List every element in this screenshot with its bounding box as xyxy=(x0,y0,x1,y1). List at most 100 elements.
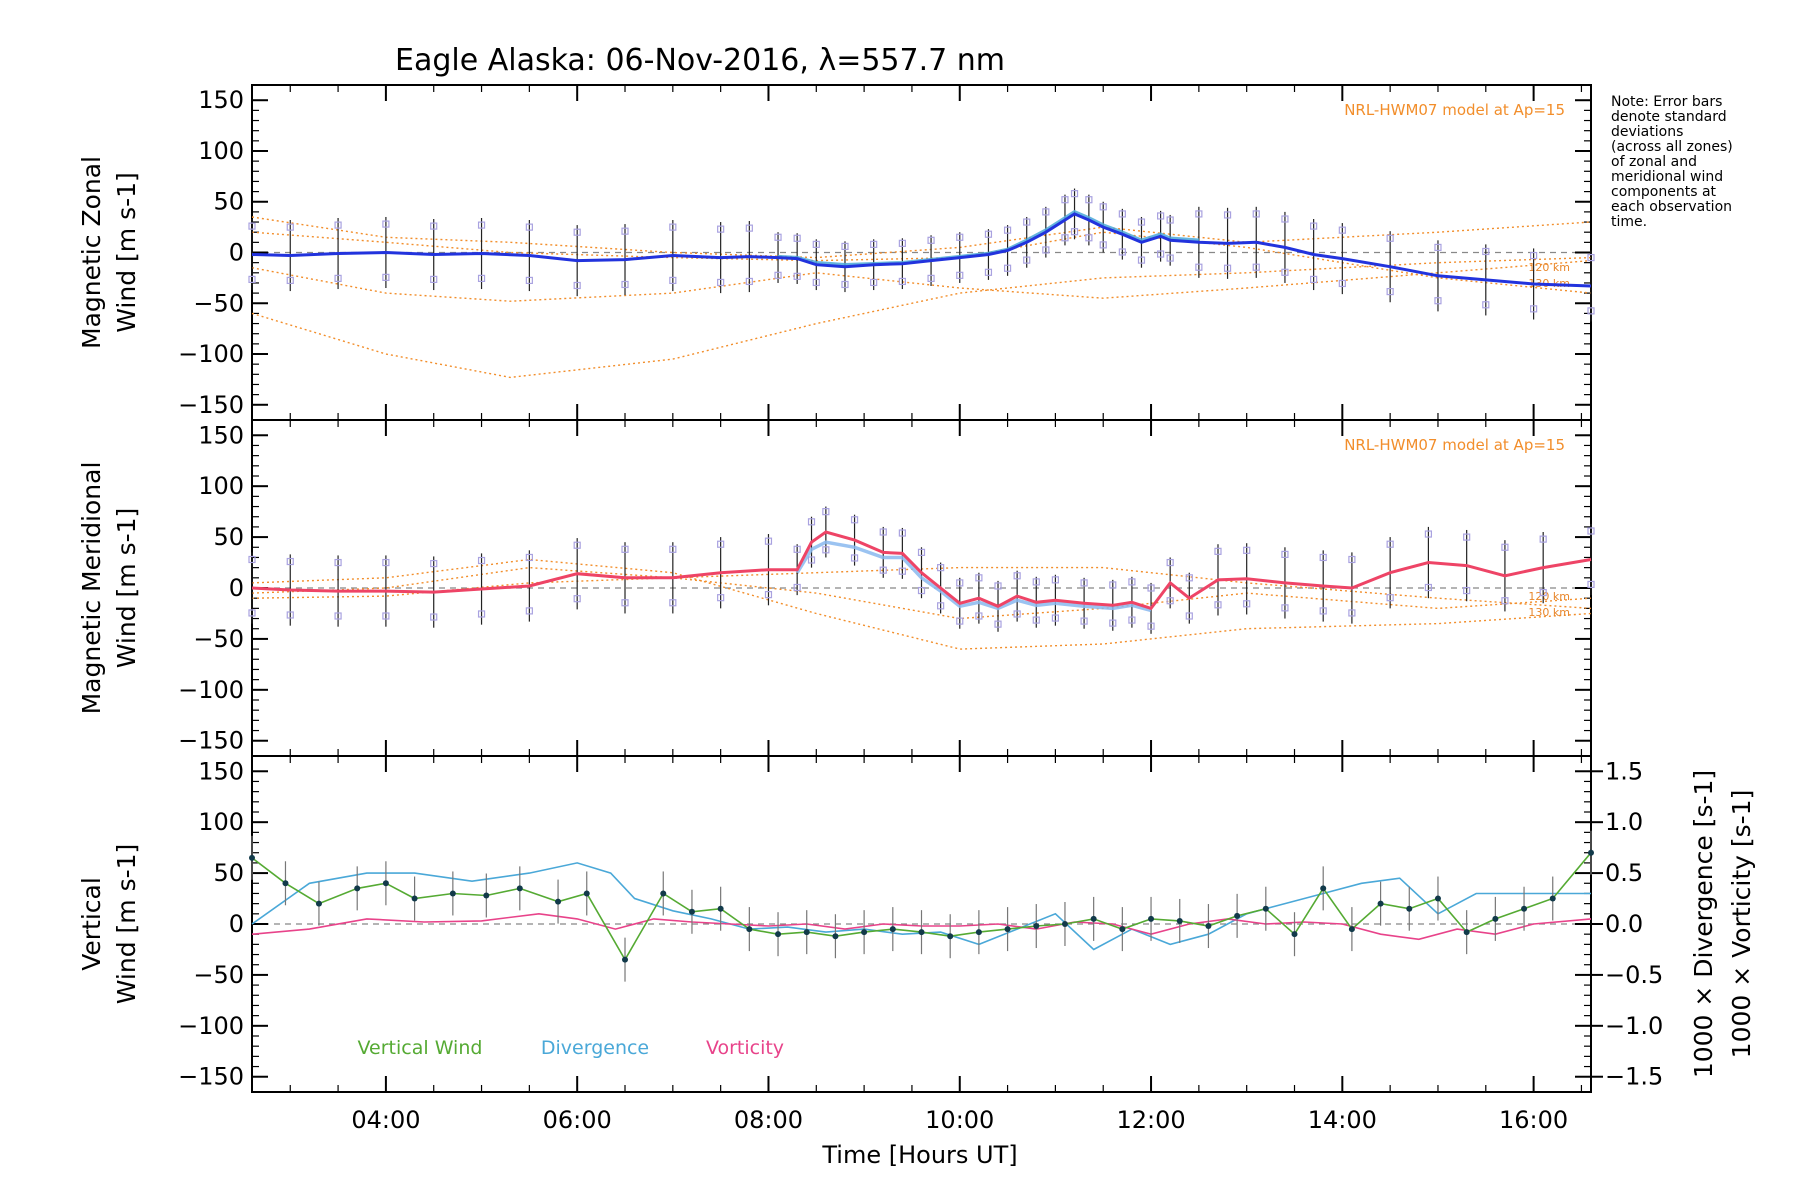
zone-sample xyxy=(1166,254,1174,262)
zone-sample xyxy=(956,617,964,625)
zone-sample xyxy=(1310,275,1318,284)
zone-sample xyxy=(525,607,533,615)
zone-sample xyxy=(879,528,887,536)
zone-sample xyxy=(1386,594,1394,602)
data-point xyxy=(354,885,361,892)
series-line xyxy=(795,540,1152,613)
y-tick-label: 0 xyxy=(229,574,244,602)
data-point xyxy=(717,905,724,912)
note-line: denote standard xyxy=(1611,109,1727,125)
zone-sample xyxy=(1042,208,1050,216)
data-point xyxy=(688,908,695,915)
y-tick-label: −100 xyxy=(178,340,244,368)
zone-sample xyxy=(286,557,294,566)
zone-sample xyxy=(1386,540,1394,548)
zone-sample xyxy=(1539,588,1547,597)
zone-sample xyxy=(1070,228,1079,236)
data-point xyxy=(1463,929,1470,936)
zone-sample xyxy=(1587,253,1595,262)
data-point xyxy=(1176,917,1183,924)
zone-sample xyxy=(1085,196,1093,204)
zone-sample xyxy=(956,271,964,279)
series-line xyxy=(251,530,1592,611)
meridional-panel: 150 100 50 0 −50 −100 −150 Magnetic Meridional W… xyxy=(77,419,1595,757)
zone-sample xyxy=(1338,226,1346,234)
y-tick-label: 50 xyxy=(213,523,244,551)
zone-sample xyxy=(1482,301,1490,309)
altitude-label: 130 km xyxy=(1528,606,1570,619)
zone-sample xyxy=(1195,210,1203,218)
zone-sample xyxy=(1281,215,1289,223)
zone-sample xyxy=(573,541,581,549)
right-y-tick-label: 0.5 xyxy=(1605,859,1643,887)
zone-sample xyxy=(1501,543,1509,551)
note-line: time. xyxy=(1611,214,1647,230)
right-y-tick-label: −0.5 xyxy=(1605,961,1663,989)
zone-sample xyxy=(745,277,753,286)
zone-sample xyxy=(1185,574,1193,582)
data-point xyxy=(775,931,782,938)
zone-sample xyxy=(525,223,533,231)
zone-sample xyxy=(1223,211,1232,219)
zone-sample xyxy=(1023,256,1031,264)
y-axis-label: Wind [m s-1] xyxy=(112,844,141,1005)
zone-sample xyxy=(1434,297,1442,305)
right-y-tick-label: 1.5 xyxy=(1605,757,1643,785)
zone-sample xyxy=(1147,622,1155,630)
zone-sample xyxy=(477,221,486,229)
zone-sample xyxy=(1061,234,1069,242)
zone-sample xyxy=(717,225,725,233)
zone-sample xyxy=(621,227,629,235)
zone-sample xyxy=(745,224,753,232)
zone-sample xyxy=(1137,256,1146,264)
data-point xyxy=(947,933,954,940)
zone-sample xyxy=(717,540,725,548)
zone-sample xyxy=(1137,218,1146,226)
right-y-tick-label: 0.0 xyxy=(1605,910,1643,938)
zone-sample xyxy=(1424,583,1433,592)
zone-sample xyxy=(669,276,677,285)
data-point xyxy=(315,900,322,907)
zone-sample xyxy=(1348,609,1356,617)
divergence-axis-label: 1000 × Divergence [s-1] xyxy=(1689,770,1718,1078)
zone-sample xyxy=(1243,546,1251,554)
y-tick-label: 100 xyxy=(198,137,244,165)
zone-sample xyxy=(898,567,906,575)
zone-sample xyxy=(286,223,294,231)
y-tick-label: 50 xyxy=(213,859,244,887)
data-point xyxy=(1549,895,1556,902)
zone-sample xyxy=(1003,264,1012,272)
data-point xyxy=(622,956,629,963)
zone-sample xyxy=(822,546,830,554)
zone-sample xyxy=(1386,287,1394,296)
y-axis-label: Vertical xyxy=(77,877,106,971)
zone-sample xyxy=(717,594,725,602)
data-point xyxy=(382,880,389,887)
zone-sample xyxy=(927,236,935,244)
x-tick-label: 06:00 xyxy=(543,1106,612,1134)
data-point xyxy=(832,933,839,940)
y-tick-label: −50 xyxy=(193,961,244,989)
zone-sample xyxy=(812,240,820,248)
zone-sample xyxy=(334,612,342,620)
series-line xyxy=(251,862,1591,951)
zone-sample xyxy=(669,223,677,231)
zone-sample xyxy=(793,583,801,592)
legend-entry: Divergence xyxy=(541,1037,649,1059)
zone-sample xyxy=(1032,616,1040,624)
zone-sample xyxy=(1157,250,1165,258)
zone-sample xyxy=(1118,210,1126,218)
zone-sample xyxy=(850,554,859,562)
zone-sample xyxy=(822,508,830,516)
y-tick-label: 150 xyxy=(198,757,244,785)
zone-sample xyxy=(477,274,486,282)
zone-sample xyxy=(984,230,993,238)
zone-sample xyxy=(1319,607,1327,615)
altitude-label: 120 km xyxy=(1528,261,1570,274)
y-tick-label: 100 xyxy=(198,472,244,500)
y-tick-label: 150 xyxy=(198,421,244,449)
data-point xyxy=(1119,926,1126,933)
zone-sample xyxy=(1061,196,1069,204)
